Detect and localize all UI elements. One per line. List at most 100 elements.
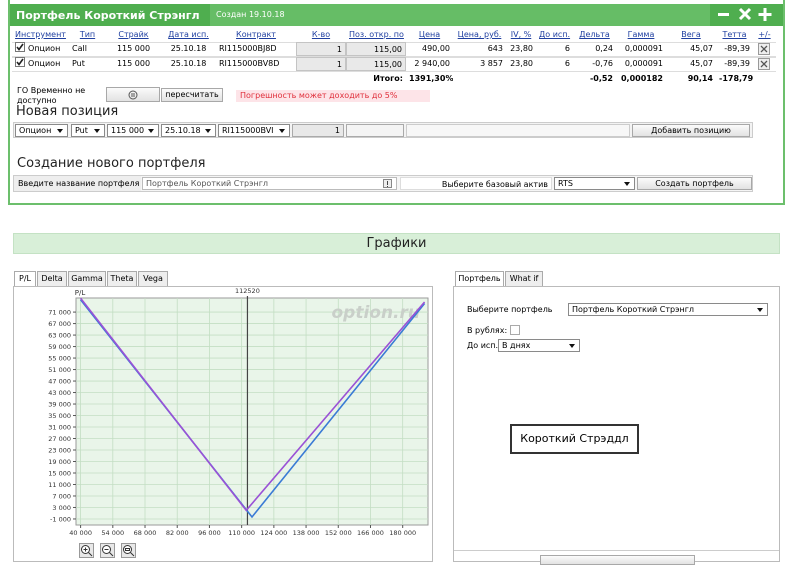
date-select[interactable]: 25.10.18 [161, 124, 216, 137]
x-tick-label: 40 000 [69, 529, 92, 537]
frame-left [8, 0, 10, 205]
y-tick-label: 43 000 [48, 389, 71, 397]
instrument-select[interactable]: Опцион [15, 124, 68, 137]
column-header: Страйк [118, 30, 149, 39]
y-tick-label: 59 000 [48, 343, 71, 351]
table-cell: 45,07 [690, 44, 713, 53]
column-header: +/- [758, 30, 771, 39]
contract-select[interactable]: RI115000BVI [218, 124, 290, 137]
portfolio-name-input[interactable]: Портфель Короткий Стрэнгл [142, 177, 397, 190]
margin-icon-button[interactable] [106, 87, 160, 102]
rubles-checkbox[interactable] [510, 325, 520, 335]
column-header: Гамма [627, 30, 655, 39]
y-tick-label: 31 000 [48, 424, 71, 432]
marker-label: 112520 [235, 287, 260, 295]
strike-select[interactable]: 115 000 [107, 124, 159, 137]
zoom-reset[interactable] [121, 543, 136, 558]
portfolio-name-label: Введите название портфеля [14, 176, 141, 191]
table-cell: 3 857 [480, 59, 503, 68]
table-cell: 1 [296, 57, 346, 71]
recalculate-button[interactable]: пересчитать [161, 88, 223, 102]
x-tick-label: 152 000 [325, 529, 352, 537]
quantity-input[interactable]: 1 [292, 124, 344, 137]
chart-tab[interactable]: Vega [138, 271, 168, 286]
y-tick-label: 7 000 [52, 492, 71, 500]
table-cell: 25.10.18 [170, 44, 207, 53]
x-tick-label: 54 000 [101, 529, 124, 537]
chart-tab[interactable]: Delta [37, 271, 67, 286]
table-cell: Call [72, 44, 87, 53]
y-tick-label: 47 000 [48, 378, 71, 386]
add-icon[interactable] [758, 8, 772, 21]
delete-row[interactable] [758, 58, 770, 70]
plot-area [75, 297, 429, 526]
add-position-button[interactable]: Добавить позицию [632, 124, 750, 137]
new-portfolio-title: Создание нового портфеля [17, 156, 206, 171]
zoom-in[interactable] [79, 543, 94, 558]
table-cell: 0,24 [595, 44, 613, 53]
table-cell: -0,76 [592, 59, 613, 68]
row-checkbox[interactable] [15, 42, 25, 52]
margin-label: ГО Временно не доступно [17, 86, 86, 105]
table-cell: 23,80 [510, 59, 533, 68]
table-cell: Put [72, 59, 85, 68]
chart-tabs: P/L Delta Gamma Theta Vega [14, 271, 214, 286]
side-tab[interactable]: Портфель [455, 271, 504, 286]
price-input[interactable] [346, 124, 404, 137]
column-header: Дельта [579, 30, 610, 39]
x-tick-label: 138 000 [293, 529, 320, 537]
total-cell: Итого: [373, 74, 403, 83]
chart-tab[interactable]: Theta [107, 271, 137, 286]
rubles-label: В рублях: [467, 326, 508, 335]
header-created-bg [210, 4, 710, 26]
column-header: Инструмент [15, 30, 66, 39]
charts-band: Графики [13, 233, 780, 254]
x-tick-label: 82 000 [166, 529, 189, 537]
x-tick-label: 124 000 [260, 529, 287, 537]
strategy-box: Короткий Стрэддл [510, 424, 639, 454]
chart-tab[interactable]: P/L [14, 271, 36, 286]
asset-select[interactable]: RTS [554, 177, 635, 190]
row-checkbox[interactable] [15, 57, 25, 67]
table-cell: 2 940,00 [414, 59, 450, 68]
table-cell: 45,07 [690, 59, 713, 68]
portfolio-select[interactable]: Портфель Короткий Стрэнгл [568, 303, 768, 316]
asset-label: Выберите базовый актив [400, 177, 552, 190]
table-cell: 115 000 [116, 59, 151, 68]
expiry-select[interactable]: В днях [498, 339, 580, 352]
watermark: option.ru [331, 303, 420, 323]
column-header: Вега [681, 30, 701, 39]
column-header: IV, % [510, 30, 532, 39]
column-header: Поз. откр. по [349, 30, 404, 39]
table-cell: RI115000BJ8D [219, 44, 277, 53]
minimize-icon[interactable] [718, 13, 729, 16]
zoom-tools[interactable] [79, 543, 139, 559]
table-cell: 6 [564, 59, 570, 68]
frame-bottom [8, 203, 785, 205]
type-select[interactable]: Put [71, 124, 105, 137]
table-cell: 115,00 [346, 42, 406, 56]
zoom-out[interactable] [100, 543, 115, 558]
y-tick-label: 63 000 [48, 332, 71, 340]
y-tick-label: 39 000 [48, 401, 71, 409]
table-cell: RI115000BV8D [219, 59, 280, 68]
table-cell: -89,39 [724, 44, 750, 53]
close-icon[interactable] [738, 7, 752, 21]
pl-line [79, 297, 426, 512]
create-portfolio-button[interactable]: Создать портфель [637, 177, 752, 190]
total-cell: -178,79 [719, 74, 753, 83]
chart-tab[interactable]: Gamma [68, 271, 106, 286]
column-header: Тетта [722, 30, 747, 39]
total-cell: 1391,30% [409, 74, 453, 83]
y-tick-label: 51 000 [48, 366, 71, 374]
y-tick-label: 15 000 [48, 469, 71, 477]
table-cell: 6 [564, 44, 570, 53]
table-cell: 23,80 [510, 44, 533, 53]
total-cell: 0,000182 [620, 74, 663, 83]
side-tab[interactable]: What if [505, 271, 543, 286]
delete-row[interactable] [758, 43, 770, 55]
table-cell: 490,00 [422, 44, 450, 53]
header-icons[interactable] [715, 7, 777, 23]
